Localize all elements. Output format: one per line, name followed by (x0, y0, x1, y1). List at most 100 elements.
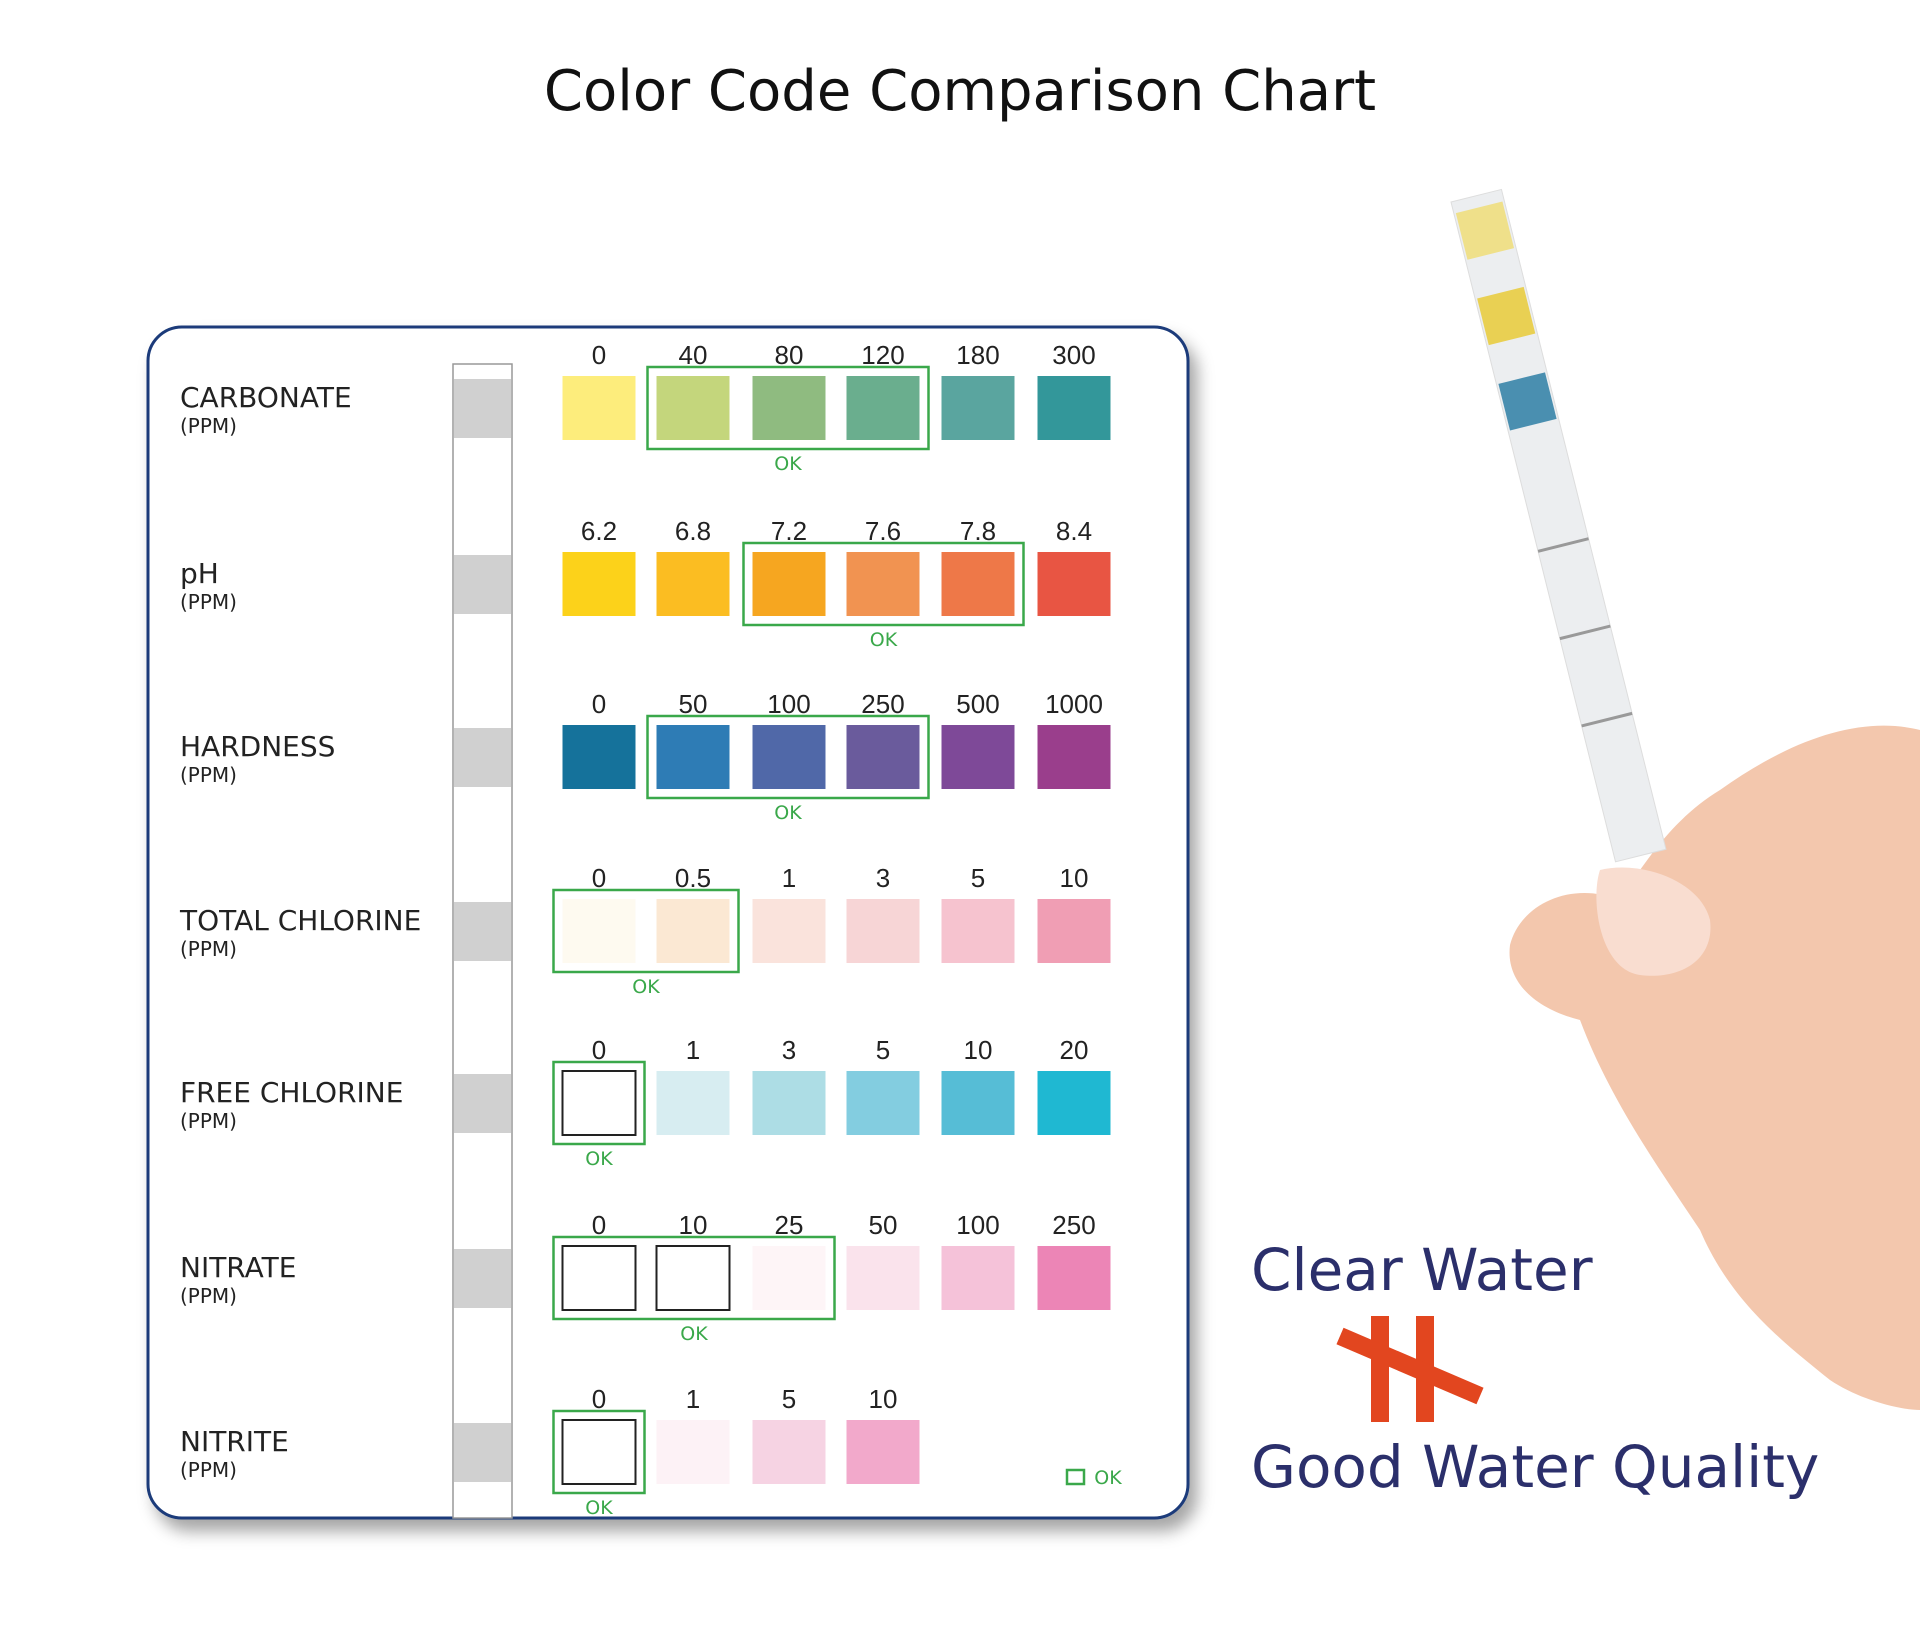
level-label: 20 (1060, 1035, 1089, 1065)
level-label: 10 (964, 1035, 993, 1065)
title: Color Code Comparison Chart (544, 59, 1376, 124)
parameter-unit: (PPM) (180, 937, 237, 961)
level-label: 0 (592, 1035, 606, 1065)
color-swatch (561, 1419, 637, 1485)
ok-label: OK (774, 802, 802, 824)
level-label: 3 (782, 1035, 796, 1065)
level-label: 0.5 (675, 863, 711, 893)
tagline-top: Clear Water (1251, 1236, 1593, 1304)
level-label: 6.2 (581, 516, 617, 546)
parameter-unit: (PPM) (180, 1458, 237, 1482)
ok-range (552, 1409, 646, 1495)
level-label: 180 (956, 340, 999, 370)
level-label: 25 (775, 1210, 804, 1240)
color-swatch (941, 1246, 1015, 1310)
parameter-unit: (PPM) (180, 1284, 237, 1308)
parameter-unit: (PPM) (180, 590, 237, 614)
color-swatch (656, 899, 730, 963)
level-label: 300 (1052, 340, 1095, 370)
level-label: 5 (782, 1384, 796, 1414)
level-label: 50 (869, 1210, 898, 1240)
ok-label: OK (585, 1148, 613, 1170)
color-swatch (656, 1071, 730, 1135)
color-swatch (941, 552, 1015, 616)
level-label: 100 (956, 1210, 999, 1240)
ok-range (742, 541, 1025, 627)
color-swatch (562, 899, 636, 963)
color-swatch (561, 1070, 637, 1136)
level-label: 5 (876, 1035, 890, 1065)
parameter-name: NITRATE (180, 1251, 296, 1284)
ok-range (646, 365, 930, 451)
color-swatch (1037, 1246, 1111, 1310)
level-label: 1 (782, 863, 796, 893)
hand (1509, 725, 1920, 1410)
strip-pad (454, 1074, 511, 1133)
level-label: 1 (686, 1384, 700, 1414)
color-swatch (846, 1246, 920, 1310)
color-swatch (562, 552, 636, 616)
color-swatch (846, 552, 920, 616)
color-swatch (752, 1246, 826, 1310)
ok-range (552, 888, 740, 974)
color-swatch (752, 376, 826, 440)
parameter-unit: (PPM) (180, 414, 237, 438)
ok-label: OK (585, 1497, 613, 1519)
level-label: 8.4 (1056, 516, 1092, 546)
strip-pad (454, 728, 511, 787)
level-label: 40 (679, 340, 708, 370)
strip-pad (454, 1249, 511, 1308)
level-label: 0 (592, 863, 606, 893)
level-label: 6.8 (675, 516, 711, 546)
strip-pad (454, 555, 511, 614)
strip-pad (454, 1423, 511, 1482)
ok-label: OK (680, 1323, 708, 1345)
color-swatch (1037, 376, 1111, 440)
level-label: 3 (876, 863, 890, 893)
level-label: 7.2 (771, 516, 807, 546)
ok-range (552, 1235, 836, 1321)
color-swatch (846, 899, 920, 963)
color-swatch (752, 552, 826, 616)
level-label: 100 (767, 689, 810, 719)
ok-range (552, 1060, 646, 1146)
level-label: 5 (971, 863, 985, 893)
level-label: 500 (956, 689, 999, 719)
level-label: 7.8 (960, 516, 996, 546)
parameter-name: CARBONATE (180, 381, 352, 414)
color-swatch (1037, 1071, 1111, 1135)
thumb-nail (1596, 867, 1711, 976)
color-swatch (752, 725, 826, 789)
level-label: 10 (869, 1384, 898, 1414)
color-swatch (752, 1420, 826, 1484)
level-label: 50 (679, 689, 708, 719)
ok-label: OK (632, 976, 660, 998)
level-label: 0 (592, 1384, 606, 1414)
color-swatch (846, 1420, 920, 1484)
level-label: 1 (686, 1035, 700, 1065)
color-swatch (846, 1071, 920, 1135)
color-swatch (941, 376, 1015, 440)
level-label: 120 (861, 340, 904, 370)
hand-strip (1450, 188, 1667, 863)
color-swatch (752, 1071, 826, 1135)
color-swatch (656, 725, 730, 789)
color-swatch (1037, 552, 1111, 616)
parameter-name: TOTAL CHLORINE (179, 904, 421, 937)
strip-pad (454, 902, 511, 961)
equals-icon (1336, 1316, 1484, 1422)
legend-swatch (1065, 1468, 1086, 1486)
color-swatch (846, 725, 920, 789)
ok-label: OK (774, 453, 802, 475)
parameter-name: NITRITE (180, 1425, 289, 1458)
color-swatch (562, 376, 636, 440)
parameter-name: FREE CHLORINE (180, 1076, 403, 1109)
parameter-name: pH (180, 557, 219, 590)
level-label: 10 (679, 1210, 708, 1240)
color-swatch (941, 1071, 1015, 1135)
color-swatch (1037, 899, 1111, 963)
strip-pad (454, 379, 511, 438)
color-swatch (941, 899, 1015, 963)
ok-range (646, 714, 930, 800)
